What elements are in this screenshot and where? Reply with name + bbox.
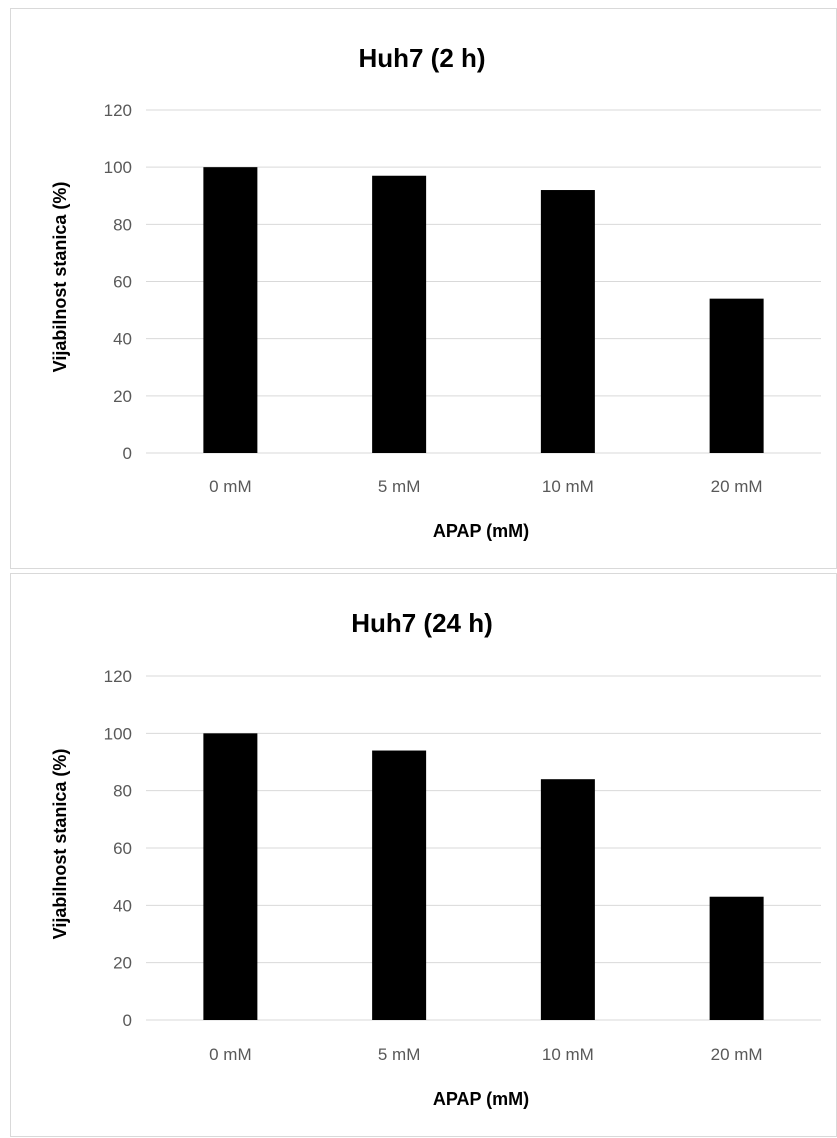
x-tick-label: 5 mM	[378, 477, 421, 496]
bar	[203, 167, 258, 453]
gridlines	[146, 109, 821, 454]
y-tick-label: 0	[123, 444, 132, 463]
y-tick-label: 40	[113, 330, 132, 349]
y-tick-label: 60	[113, 273, 132, 292]
bar	[540, 190, 595, 454]
x-tick-label: 5 mM	[378, 1045, 421, 1064]
x-tick-label: 20 mM	[711, 1045, 763, 1064]
y-axis-label: Vijabilnost stanica (%)	[50, 749, 70, 940]
y-tick-label: 120	[104, 667, 132, 686]
chart-panel-24h: Huh7 (24 h) 0 20 40 60 80 100 120 0 mM 5 mM 10 m…	[10, 573, 837, 1137]
x-axis-label: APAP (mM)	[433, 1089, 529, 1109]
chart-title: Huh7 (24 h)	[351, 608, 493, 638]
x-tick-label: 0 mM	[209, 1045, 252, 1064]
chart-panel-2h: Huh7 (2 h) 0 20 40 60 80 100 120 0 mM 5 mM 10 mM…	[10, 8, 837, 569]
bar	[203, 733, 258, 1020]
bar	[372, 750, 427, 1020]
bar-chart-24h: Huh7 (24 h) 0 20 40 60 80 100 120 0 mM 5 mM 10 m…	[50, 608, 821, 1109]
x-tick-label: 10 mM	[542, 477, 594, 496]
y-tick-label: 0	[123, 1011, 132, 1030]
bar	[709, 298, 764, 453]
y-tick-label: 60	[113, 839, 132, 858]
bar-chart-2h: Huh7 (2 h) 0 20 40 60 80 100 120 0 mM 5 mM 10 mM…	[50, 43, 821, 541]
bar	[372, 175, 427, 453]
x-tick-labels: 0 mM 5 mM 10 mM 20 mM	[209, 477, 762, 496]
y-tick-label: 80	[113, 215, 132, 234]
bar	[540, 779, 595, 1020]
x-axis-label: APAP (mM)	[433, 521, 529, 541]
x-tick-label: 0 mM	[209, 477, 252, 496]
x-tick-labels: 0 mM 5 mM 10 mM 20 mM	[209, 1045, 762, 1064]
y-tick-label: 120	[104, 101, 132, 120]
y-tick-labels: 0 20 40 60 80 100 120	[104, 101, 132, 463]
x-tick-label: 20 mM	[711, 477, 763, 496]
y-tick-label: 100	[104, 724, 132, 743]
bar	[709, 896, 764, 1020]
y-tick-label: 20	[113, 954, 132, 973]
y-tick-labels: 0 20 40 60 80 100 120	[104, 667, 132, 1030]
y-axis-label: Vijabilnost stanica (%)	[50, 182, 70, 373]
bars	[203, 733, 764, 1020]
y-tick-label: 100	[104, 158, 132, 177]
x-tick-label: 10 mM	[542, 1045, 594, 1064]
gridlines	[146, 675, 821, 1021]
y-tick-label: 40	[113, 896, 132, 915]
y-tick-label: 20	[113, 387, 132, 406]
chart-title: Huh7 (2 h)	[358, 43, 485, 73]
bars	[203, 167, 764, 454]
y-tick-label: 80	[113, 782, 132, 801]
